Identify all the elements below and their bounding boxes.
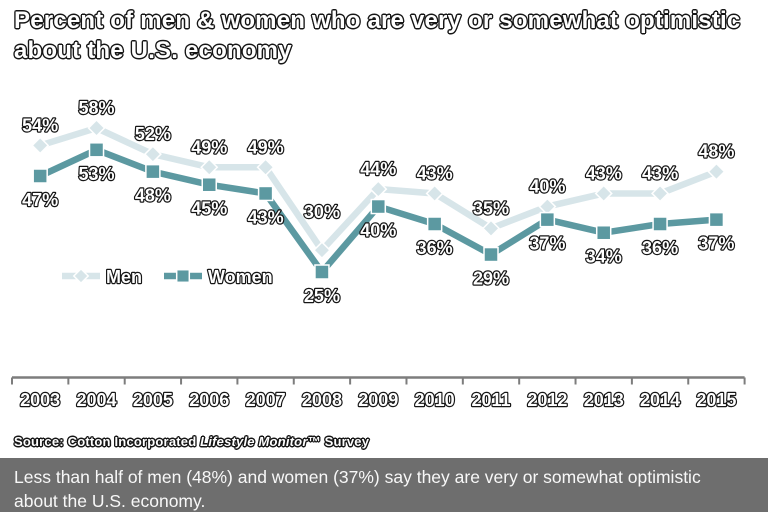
x-axis-year-label: 2004 [77,390,117,410]
source-note: Source: Cotton Incorporated Lifestyle Mo… [14,434,369,449]
line-chart: 2003 2004 2005 2006 2007 2008 2009 2010 2011 2012… [11,97,746,411]
women-marker [314,264,330,280]
chart-title: Percent of men & women who are very or s… [14,6,762,66]
women-data-label: 37% [698,234,734,254]
men-data-label: 49% [191,137,227,157]
men-data-label: 44% [360,159,396,179]
men-marker [312,241,332,260]
source-italic: Lifestyle Monitor [200,434,308,449]
women-data-label: 47% [22,190,58,210]
x-axis-year-label: 2006 [189,390,229,410]
women-marker [88,142,105,158]
x-axis-year-label: 2005 [133,390,173,410]
women-marker [257,185,274,202]
women-marker [201,176,217,193]
men-data-label: 43% [417,163,453,183]
caption-bar: Less than half of men (48%) and women (3… [0,458,768,512]
men-marker [651,184,670,203]
x-axis-year-label: 2013 [584,390,624,410]
chart-title-line2: about the U.S. economy [14,37,292,64]
women-marker [708,211,725,228]
men-marker [200,158,219,177]
men-data-label: 49% [248,137,284,157]
women-marker [370,198,387,215]
men-marker [369,180,388,199]
women-marker [426,216,443,232]
x-axis-year-label: 2009 [358,390,398,410]
women-data-label: 43% [248,207,284,227]
men-marker [425,184,444,203]
women-data-label: 36% [417,238,453,258]
women-data-label: 53% [79,164,115,184]
men-data-label: 58% [79,98,115,118]
men-marker [143,145,162,164]
women-data-label: 40% [360,221,396,241]
women-marker [32,168,48,184]
legend-men-marker [72,267,90,285]
women-data-label: 25% [304,286,340,306]
men-marker [87,118,106,138]
x-axis-year-label: 2011 [471,390,510,410]
men-data-label: 48% [698,142,734,162]
x-axis-year-label: 2015 [696,390,736,410]
x-axis-year-label: 2008 [302,390,342,410]
caption-line1: Less than half of men (48%) and women (3… [14,467,701,487]
x-axis-year-label: 2007 [246,390,286,410]
women-data-label: 29% [473,269,509,289]
men-marker [31,136,50,155]
men-data-label: 30% [304,202,340,222]
men-data-label: 35% [473,198,509,218]
women-marker [652,216,668,232]
x-axis-year-label: 2014 [640,390,680,410]
men-data-label: 43% [586,163,622,183]
women-marker [539,211,556,228]
women-data-label: 37% [529,234,565,254]
women-data-label: 45% [191,199,227,219]
x-axis-year-label: 2010 [415,390,455,410]
women-marker [595,224,612,241]
men-data-label: 43% [642,163,678,183]
legend-women-label: Women [208,267,273,287]
men-marker [594,184,613,203]
legend-men-label: Men [106,267,142,287]
x-axis-year-label: 2003 [20,390,60,410]
men-marker [707,162,726,181]
men-data-label: 40% [529,177,565,197]
women-marker [145,163,161,180]
women-data-label: 48% [135,186,171,206]
caption-line2: about the U.S. economy. [14,491,206,511]
x-axis-year-label: 2012 [527,390,567,410]
women-data-label: 36% [642,238,678,258]
legend-women-marker [175,268,191,284]
men-data-label: 54% [22,115,58,135]
women-data-label: 34% [586,247,622,267]
source-suffix: ™ Survey [307,434,370,449]
women-marker [483,246,499,263]
men-data-label: 52% [135,124,171,144]
chart-title-line1: Percent of men & women who are very or s… [14,7,741,34]
source-prefix: Source: Cotton Incorporated [14,434,201,449]
men-marker [481,219,501,238]
men-marker [256,158,275,177]
